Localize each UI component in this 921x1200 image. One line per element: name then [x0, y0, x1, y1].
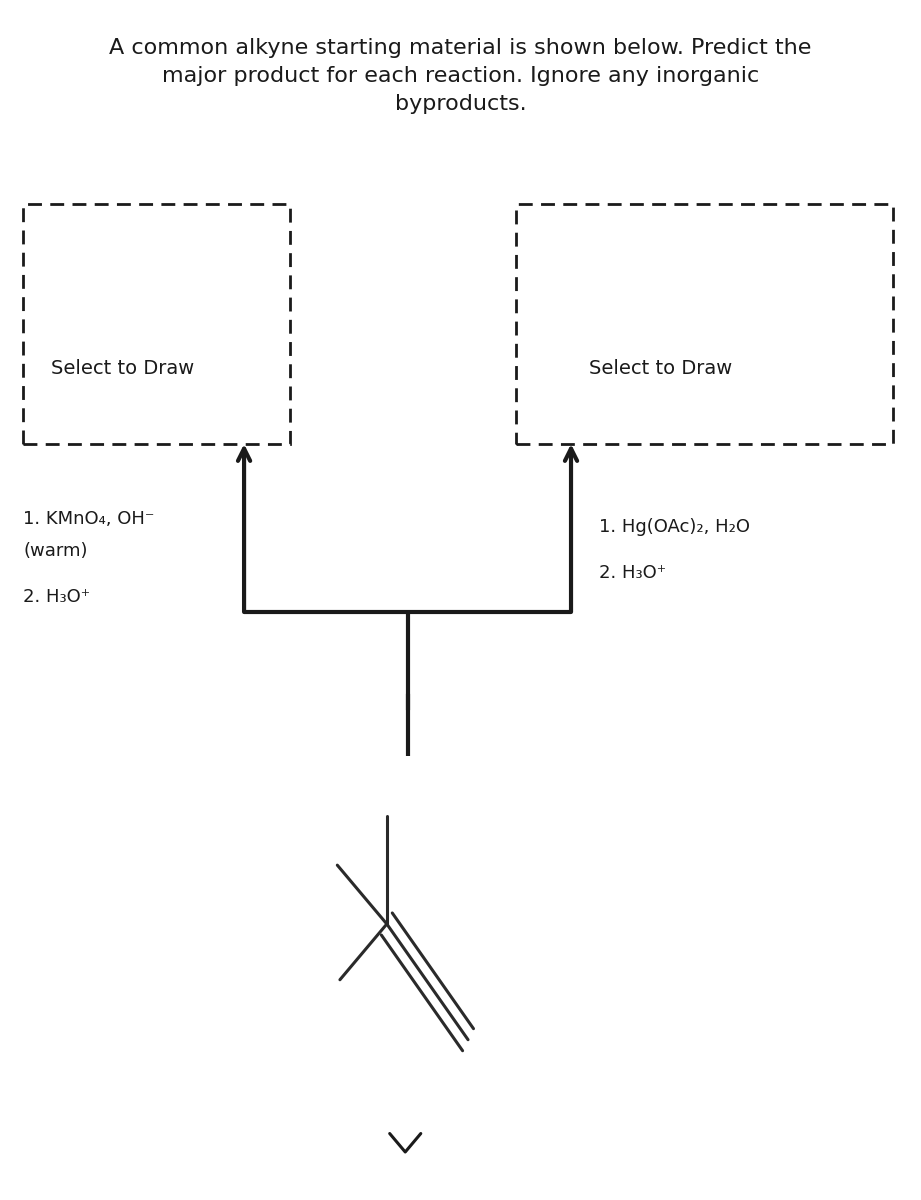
Text: byproducts.: byproducts. — [395, 94, 526, 114]
Text: 1. Hg(OAc)₂, H₂O: 1. Hg(OAc)₂, H₂O — [599, 518, 750, 536]
Bar — [23, 204, 290, 444]
Text: Select to Draw: Select to Draw — [51, 359, 194, 378]
Text: major product for each reaction. Ignore any inorganic: major product for each reaction. Ignore … — [162, 66, 759, 86]
Text: 2. H₃O⁺: 2. H₃O⁺ — [599, 564, 666, 582]
Text: 1. KMnO₄, OH⁻: 1. KMnO₄, OH⁻ — [23, 510, 155, 528]
Bar — [516, 204, 893, 444]
Text: Select to Draw: Select to Draw — [589, 359, 733, 378]
Text: 2. H₃O⁺: 2. H₃O⁺ — [23, 588, 90, 606]
Text: (warm): (warm) — [23, 542, 87, 560]
Text: A common alkyne starting material is shown below. Predict the: A common alkyne starting material is sho… — [110, 38, 811, 59]
